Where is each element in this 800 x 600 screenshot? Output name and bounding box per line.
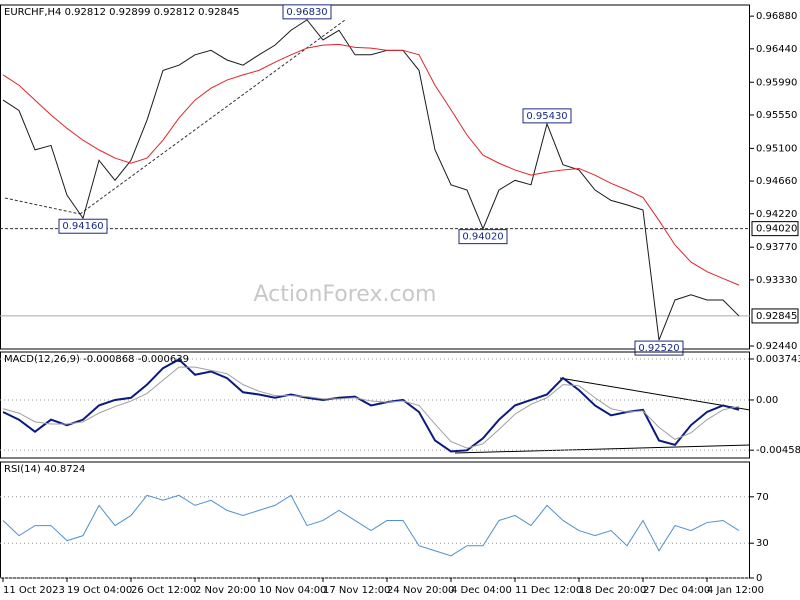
y-tick-label: 0.003743 xyxy=(756,354,800,365)
annotation-label: 0.95430 xyxy=(526,111,567,122)
series-line xyxy=(2,43,740,286)
x-tick-label: 18 Dec 20:00 xyxy=(579,585,646,596)
trend-line xyxy=(559,377,751,411)
panel-title: MACD(12,26,9) -0.000868 -0.000639 xyxy=(4,354,189,365)
x-tick-label: 27 Dec 04:00 xyxy=(643,585,710,596)
y-tick-label: 0.00 xyxy=(756,395,778,406)
y-tick-label: 70 xyxy=(756,492,769,503)
annotation-box xyxy=(58,218,108,234)
y-tick-label: 0.93770 xyxy=(756,242,797,253)
annotation-box xyxy=(282,4,332,20)
panel-title: RSI(14) 40.8724 xyxy=(4,464,85,475)
y-tick-label: 0.95100 xyxy=(756,143,797,154)
series-line xyxy=(2,366,740,449)
y-tick-label: 0.94220 xyxy=(756,209,797,220)
y-tick-label: 0.95550 xyxy=(756,110,797,121)
x-tick-label: 4 Jan 12:00 xyxy=(707,585,764,596)
panel-frame xyxy=(0,351,750,459)
y-tick-label: 0 xyxy=(756,573,762,584)
annotation-box xyxy=(458,229,508,245)
annotation-label: 0.94020 xyxy=(462,232,503,243)
trend-line xyxy=(4,197,81,215)
annotation-box xyxy=(522,108,572,124)
x-tick-label: 19 Oct 04:00 xyxy=(67,585,132,596)
x-tick-label: 4 Dec 04:00 xyxy=(451,585,512,596)
x-tick-label: 26 Oct 12:00 xyxy=(131,585,196,596)
y-tick-label: 0.93330 xyxy=(756,275,797,286)
x-tick-label: 24 Nov 20:00 xyxy=(387,585,454,596)
watermark: ActionForex.com xyxy=(254,282,437,307)
y-tick-label: -0.004585 xyxy=(756,445,800,456)
x-tick-label: 11 Oct 2023 xyxy=(3,585,65,596)
panel-frame xyxy=(0,461,750,579)
series-line xyxy=(2,358,740,453)
trend-line xyxy=(454,444,751,454)
price-level-box xyxy=(751,221,799,237)
y-tick-label: 30 xyxy=(756,538,769,549)
x-tick-label: 17 Nov 12:00 xyxy=(323,585,390,596)
series-line xyxy=(2,19,740,341)
y-tick-label: 0.94660 xyxy=(756,176,797,187)
annotation-label: 0.92520 xyxy=(638,343,679,354)
panel-frame xyxy=(0,4,750,350)
price-level-box xyxy=(751,308,799,324)
x-tick-label: 2 Nov 20:00 xyxy=(195,585,256,596)
y-tick-label: 0.92440 xyxy=(756,341,797,352)
price-level-label: 0.92845 xyxy=(756,311,797,322)
price-level-label: 0.94020 xyxy=(756,224,797,235)
y-tick-label: 0.95990 xyxy=(756,77,797,88)
x-tick-label: 10 Nov 04:00 xyxy=(259,585,326,596)
y-tick-label: 0.96440 xyxy=(756,44,797,55)
y-tick-label: 0.96880 xyxy=(756,11,797,22)
x-tick-label: 11 Dec 12:00 xyxy=(515,585,582,596)
series-line xyxy=(2,494,740,557)
panel-title: EURCHF,H4 0.92812 0.92899 0.92812 0.9284… xyxy=(4,7,240,18)
annotation-label: 0.96830 xyxy=(286,7,327,18)
annotation-label: 0.94160 xyxy=(62,221,103,232)
